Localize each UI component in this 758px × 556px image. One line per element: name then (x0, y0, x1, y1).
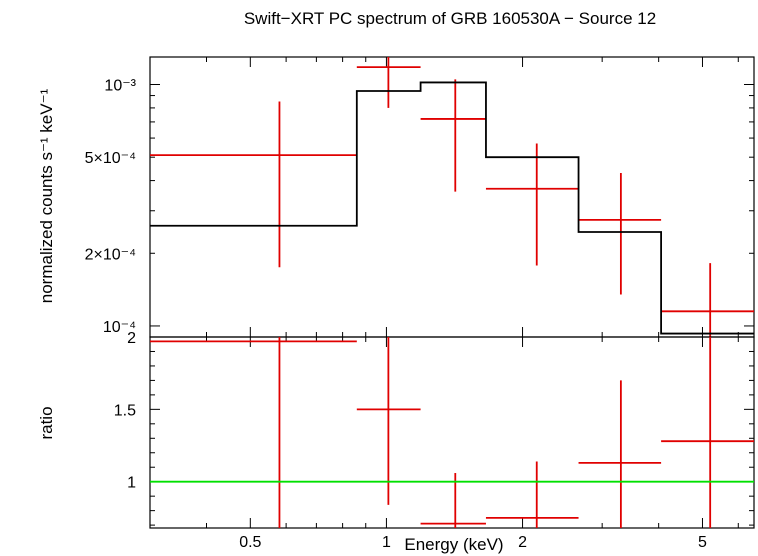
ratio-data-point (356, 337, 421, 505)
bottom-y-axis-label: ratio (37, 406, 56, 439)
ratio-data-point (485, 461, 579, 528)
ratio-y-tick-label: 1.5 (114, 402, 136, 419)
chart-title: Swift−XRT PC spectrum of GRB 160530A − S… (244, 9, 656, 28)
x-tick-label: 1 (382, 534, 391, 551)
spectrum-y-tick-label: 10⁻³ (104, 78, 136, 95)
ratio-panel: 1 1.5 2 0.5 1 2 5 (114, 330, 755, 551)
spectrum-data-point (420, 79, 486, 192)
spectrum-y-tick-label: 5×10⁻⁴ (85, 150, 136, 167)
spectrum-data-point (578, 173, 662, 295)
spectrum-y-tick-label: 10⁻⁴ (103, 319, 136, 336)
ratio-data-point (661, 337, 754, 528)
spectrum-data-point (661, 263, 754, 337)
spectrum-y-tick-label: 2×10⁻⁴ (85, 246, 136, 263)
ratio-y-tick-label: 2 (127, 330, 136, 347)
x-tick-label: 5 (698, 534, 707, 551)
spectrum-data-point (485, 143, 579, 266)
spectrum-data-point (356, 57, 421, 108)
ratio-data-point (578, 380, 662, 528)
x-tick-label: 0.5 (239, 534, 261, 551)
model-step-line (150, 81, 754, 335)
spectrum-data-point (150, 101, 357, 268)
top-y-axis-label: normalized counts s⁻¹ keV⁻¹ (37, 88, 56, 303)
ratio-y-tick-label: 1 (127, 475, 136, 492)
ratio-data-point (150, 337, 357, 528)
x-axis-label: Energy (keV) (404, 535, 503, 554)
spectrum-panel: 10⁻⁴ 2×10⁻⁴ 5×10⁻⁴ 10⁻³ (85, 56, 755, 338)
spectrum-frame (149, 56, 755, 338)
ratio-frame (149, 336, 755, 529)
x-tick-label: 2 (518, 534, 527, 551)
